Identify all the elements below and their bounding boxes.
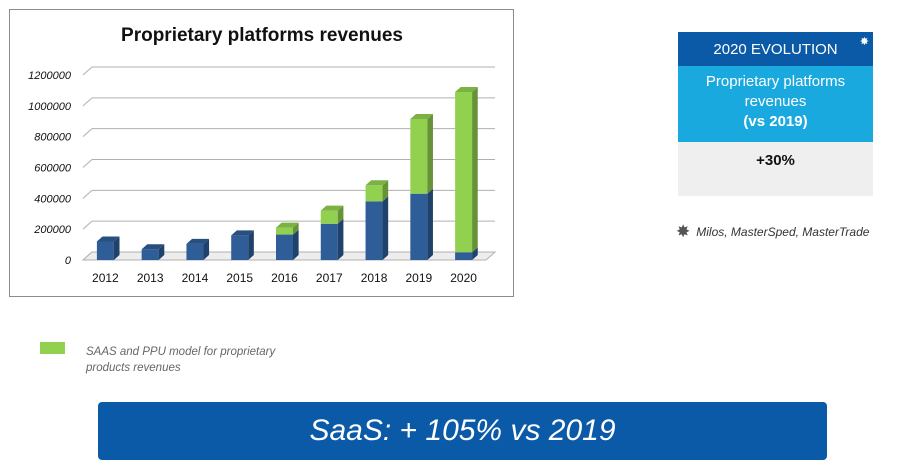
x-tick-label: 2020 (450, 271, 477, 285)
evolution-title: Proprietary platforms revenues (705, 73, 846, 110)
gridline-diag (82, 97, 93, 107)
y-tick-label: 800000 (34, 132, 72, 144)
x-tick-label: 2017 (316, 271, 343, 285)
bar-2015-base (231, 230, 254, 260)
gridline-diag (82, 159, 93, 168)
evolution-panel: 2020 EVOLUTION ✸ Proprietary platforms r… (678, 32, 873, 196)
bar-2013-base (141, 244, 165, 260)
bar-2019-base (410, 188, 433, 260)
saas-banner: SaaS: + 105% vs 2019 (98, 402, 827, 460)
bar-2020-saas (455, 86, 478, 253)
evolution-body: Proprietary platforms revenues (vs 2019) (678, 66, 873, 142)
y-tick-label: 200000 (33, 224, 72, 236)
gridline-diag (82, 220, 93, 230)
gridline-diag (82, 128, 93, 138)
evolution-value: +30% (678, 142, 873, 196)
bar-2016-saas (276, 222, 299, 235)
saas-banner-text: SaaS: + 105% vs 2019 (309, 414, 616, 447)
bar-2016-base (276, 229, 299, 260)
bar-2017-saas (320, 205, 344, 224)
chart-frame: Proprietary platforms revenues 0 200000 40… (9, 9, 514, 297)
bar-2020-base (455, 247, 478, 260)
bar-2018-base (365, 196, 389, 260)
star-icon: ✸ (859, 36, 869, 48)
evolution-subtitle: (vs 2019) (743, 113, 808, 130)
evolution-header: 2020 EVOLUTION ✸ (678, 32, 873, 66)
y-tick-label: 600000 (34, 163, 72, 175)
gridline-diag (82, 189, 93, 199)
x-tick-label: 2016 (271, 271, 298, 285)
bar-2014-base (186, 238, 210, 260)
y-tick-label: 400000 (34, 193, 72, 205)
x-tick-label: 2013 (137, 271, 164, 285)
evolution-header-label: 2020 EVOLUTION (713, 40, 838, 58)
y-tick-label: 1200000 (28, 70, 72, 82)
x-tick-label: 2014 (182, 271, 209, 285)
legend-swatch (40, 342, 65, 354)
footnote-text: Milos, MasterSped, MasterTrade (696, 225, 870, 239)
bar-2018-saas (365, 180, 389, 202)
bar-2012-base (96, 236, 120, 260)
bar-2017-base (320, 218, 344, 260)
x-tick-label: 2015 (226, 271, 253, 285)
star-icon: ✸ (676, 222, 691, 241)
y-tick-label: 1000000 (28, 101, 72, 113)
footnote: ✸ Milos, MasterSped, MasterTrade (676, 222, 869, 242)
x-tick-label: 2012 (92, 271, 119, 285)
revenue-chart: Proprietary platforms revenues 0 200000 40… (28, 25, 497, 285)
x-tick-label: 2018 (361, 271, 388, 285)
legend-label: SAAS and PPU model for proprietary produ… (86, 346, 276, 374)
gridline-diag (82, 66, 93, 76)
y-tick-label: 0 (65, 255, 72, 267)
bar-2019-saas (410, 113, 433, 194)
chart-title: Proprietary platforms revenues (121, 25, 403, 46)
x-tick-label: 2019 (405, 271, 432, 285)
